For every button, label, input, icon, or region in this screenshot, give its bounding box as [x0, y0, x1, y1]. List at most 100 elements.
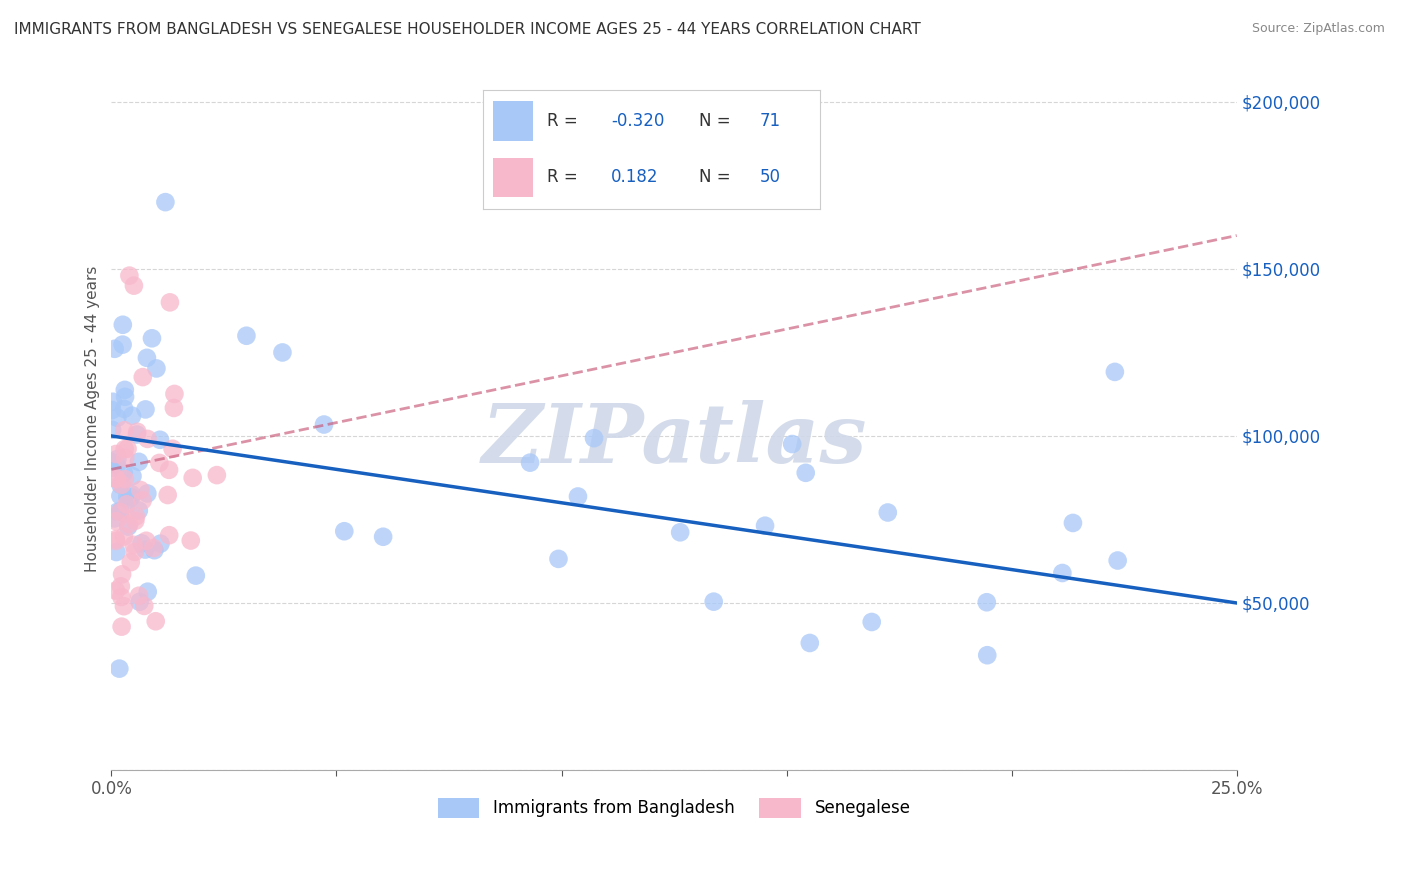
Point: [976, 648, 998, 663]
Point: [105, 458, 128, 473]
Point: [135, 351, 157, 365]
Point: [547, 552, 569, 566]
Point: [105, 410, 128, 425]
Point: [112, 466, 135, 480]
Point: [860, 615, 883, 629]
Point: [136, 584, 159, 599]
Point: [112, 423, 135, 437]
Point: [108, 505, 131, 519]
Point: [101, 457, 124, 471]
Point: [114, 450, 136, 465]
Point: [136, 432, 159, 446]
Point: [205, 468, 228, 483]
Point: [124, 514, 146, 528]
Point: [105, 545, 128, 559]
Text: IMMIGRANTS FROM BANGLADESH VS SENEGALESE HOUSEHOLDER INCOME AGES 25 - 44 YEARS C: IMMIGRANTS FROM BANGLADESH VS SENEGALESE…: [14, 22, 921, 37]
Point: [159, 295, 181, 310]
Point: [128, 455, 150, 469]
Point: [121, 409, 143, 423]
Point: [754, 518, 776, 533]
Point: [112, 599, 135, 614]
Point: [107, 505, 129, 519]
Point: [122, 538, 145, 552]
Point: [101, 455, 124, 469]
Point: [110, 504, 132, 518]
Point: [125, 427, 148, 442]
Point: [111, 477, 134, 491]
Point: [104, 471, 127, 485]
Point: [145, 614, 167, 628]
Point: [105, 514, 128, 528]
Point: [101, 403, 124, 417]
Point: [155, 195, 177, 210]
Point: [111, 567, 134, 582]
Point: [1104, 365, 1126, 379]
Point: [110, 590, 132, 604]
Point: [117, 442, 139, 456]
Point: [114, 442, 136, 456]
Point: [134, 542, 156, 557]
Point: [583, 431, 606, 445]
Point: [128, 589, 150, 603]
Point: [120, 555, 142, 569]
Point: [780, 437, 803, 451]
Point: [120, 490, 142, 504]
Point: [128, 503, 150, 517]
Point: [181, 471, 204, 485]
Point: [131, 493, 153, 508]
Point: [122, 278, 145, 293]
Point: [101, 460, 124, 475]
Point: [134, 599, 156, 613]
Point: [136, 486, 159, 500]
Point: [125, 509, 148, 524]
Point: [127, 425, 149, 439]
Point: [162, 442, 184, 456]
Point: [669, 525, 692, 540]
Point: [105, 472, 128, 486]
Point: [149, 433, 172, 447]
Point: [184, 568, 207, 582]
Point: [111, 620, 134, 634]
Point: [163, 401, 186, 415]
Point: [333, 524, 356, 539]
Point: [129, 483, 152, 497]
Point: [110, 579, 132, 593]
Point: [163, 387, 186, 401]
Point: [121, 487, 143, 501]
Point: [104, 532, 127, 546]
Point: [235, 328, 257, 343]
Point: [1062, 516, 1084, 530]
Point: [131, 536, 153, 550]
Point: [114, 390, 136, 404]
Point: [135, 533, 157, 548]
Point: [110, 477, 132, 491]
Point: [799, 636, 821, 650]
Point: [104, 533, 127, 548]
Point: [134, 402, 156, 417]
Point: [103, 511, 125, 525]
Point: [128, 595, 150, 609]
Point: [121, 469, 143, 483]
Point: [567, 490, 589, 504]
Point: [157, 463, 180, 477]
Point: [143, 543, 166, 558]
Point: [519, 456, 541, 470]
Point: [111, 337, 134, 351]
Text: Source: ZipAtlas.com: Source: ZipAtlas.com: [1251, 22, 1385, 36]
Point: [111, 318, 134, 332]
Point: [876, 506, 898, 520]
Point: [271, 345, 294, 359]
Point: [112, 401, 135, 416]
Point: [101, 423, 124, 437]
Point: [703, 595, 725, 609]
Point: [101, 394, 124, 409]
Point: [114, 472, 136, 486]
Point: [157, 528, 180, 542]
Point: [104, 447, 127, 461]
Point: [145, 361, 167, 376]
Point: [148, 456, 170, 470]
Point: [107, 452, 129, 467]
Point: [110, 489, 132, 503]
Point: [104, 342, 127, 356]
Point: [1052, 566, 1074, 580]
